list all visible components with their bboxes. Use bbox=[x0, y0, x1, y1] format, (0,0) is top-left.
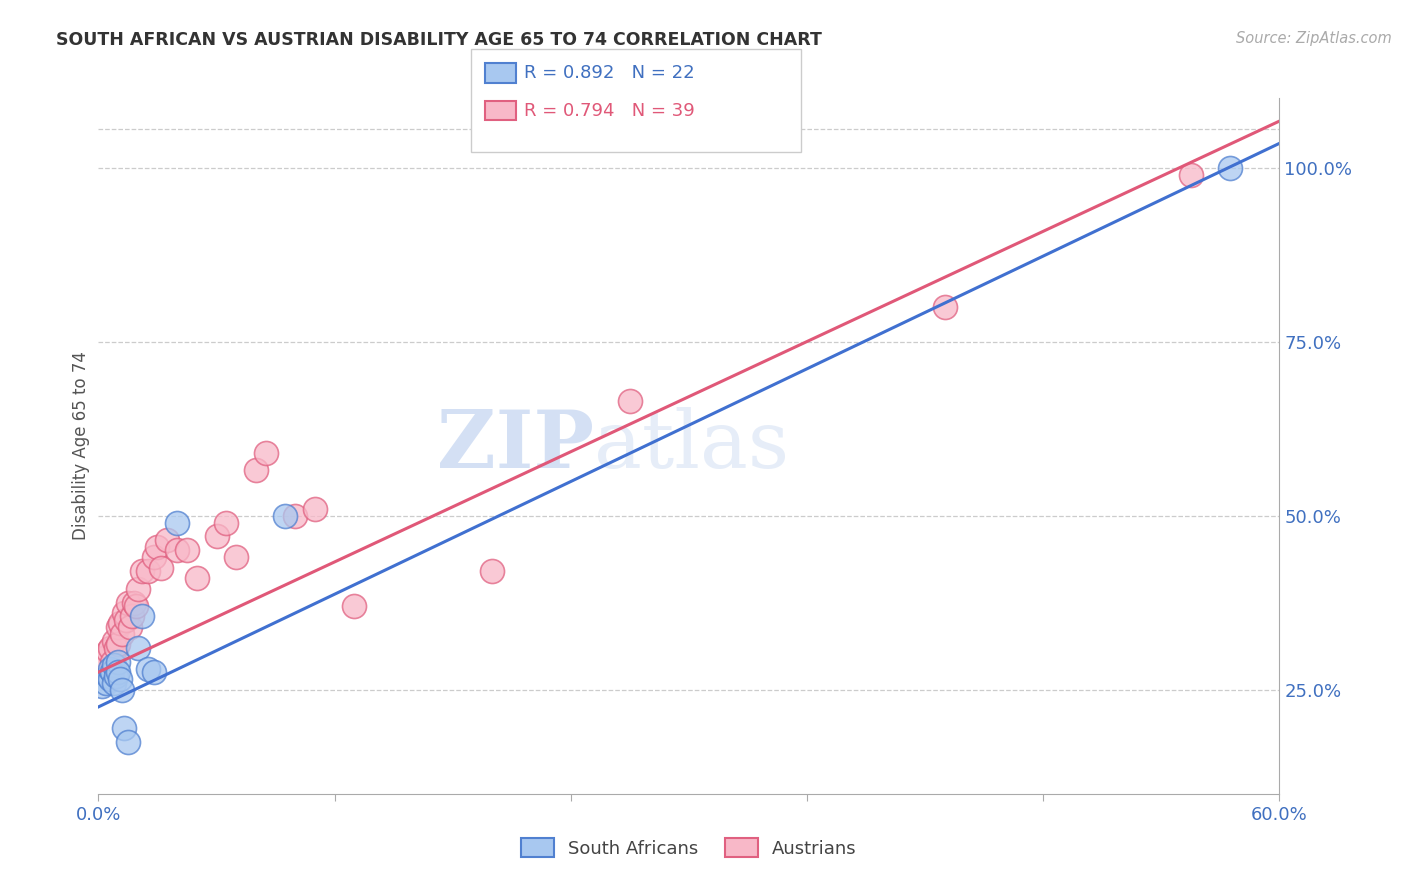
Text: Source: ZipAtlas.com: Source: ZipAtlas.com bbox=[1236, 31, 1392, 46]
Point bbox=[186, 571, 208, 585]
Point bbox=[215, 516, 238, 530]
Point bbox=[112, 606, 135, 620]
Point bbox=[98, 640, 121, 655]
Point bbox=[111, 682, 134, 697]
Point bbox=[166, 543, 188, 558]
Point bbox=[103, 675, 125, 690]
Text: atlas: atlas bbox=[595, 407, 790, 485]
Point bbox=[131, 609, 153, 624]
Point bbox=[166, 516, 188, 530]
Text: R = 0.892   N = 22: R = 0.892 N = 22 bbox=[524, 64, 695, 82]
Point bbox=[127, 640, 149, 655]
Point bbox=[108, 616, 131, 631]
Point bbox=[107, 637, 129, 651]
Point bbox=[1219, 161, 1241, 175]
Point bbox=[98, 662, 121, 676]
Point bbox=[304, 501, 326, 516]
Point bbox=[117, 596, 139, 610]
Point bbox=[343, 599, 366, 613]
Point bbox=[934, 300, 956, 314]
Point bbox=[101, 665, 124, 680]
Point bbox=[97, 668, 120, 682]
Point bbox=[127, 582, 149, 596]
Point bbox=[101, 655, 124, 669]
Point bbox=[125, 599, 148, 613]
Y-axis label: Disability Age 65 to 74: Disability Age 65 to 74 bbox=[72, 351, 90, 541]
Point bbox=[93, 651, 115, 665]
Point bbox=[105, 640, 128, 655]
Text: R = 0.794   N = 39: R = 0.794 N = 39 bbox=[524, 102, 695, 120]
Point bbox=[112, 721, 135, 735]
Point bbox=[284, 508, 307, 523]
Point bbox=[117, 735, 139, 749]
Point bbox=[481, 564, 503, 578]
Point bbox=[121, 609, 143, 624]
Point bbox=[619, 393, 641, 408]
Point bbox=[108, 672, 131, 686]
Point bbox=[142, 665, 165, 680]
Point bbox=[245, 463, 267, 477]
Point bbox=[142, 550, 165, 565]
Point bbox=[107, 620, 129, 634]
Point bbox=[122, 596, 145, 610]
Point bbox=[176, 543, 198, 558]
Point bbox=[107, 655, 129, 669]
Point bbox=[131, 564, 153, 578]
Point bbox=[1180, 168, 1202, 182]
Point bbox=[225, 550, 247, 565]
Point bbox=[96, 675, 118, 690]
Point bbox=[105, 668, 128, 682]
Point bbox=[118, 620, 141, 634]
Point bbox=[91, 679, 114, 693]
Point bbox=[107, 665, 129, 680]
Point bbox=[205, 529, 228, 543]
Point bbox=[156, 533, 179, 547]
Point bbox=[150, 561, 173, 575]
Point bbox=[254, 446, 277, 460]
Point bbox=[274, 508, 297, 523]
Point bbox=[98, 672, 121, 686]
Point bbox=[103, 658, 125, 673]
Text: ZIP: ZIP bbox=[437, 407, 595, 485]
Point bbox=[136, 564, 159, 578]
Point bbox=[103, 633, 125, 648]
Point bbox=[136, 662, 159, 676]
Point bbox=[115, 613, 138, 627]
Legend: South Africans, Austrians: South Africans, Austrians bbox=[513, 831, 865, 865]
Point bbox=[146, 540, 169, 554]
Point bbox=[97, 644, 120, 658]
Text: SOUTH AFRICAN VS AUSTRIAN DISABILITY AGE 65 TO 74 CORRELATION CHART: SOUTH AFRICAN VS AUSTRIAN DISABILITY AGE… bbox=[56, 31, 823, 49]
Point bbox=[111, 627, 134, 641]
